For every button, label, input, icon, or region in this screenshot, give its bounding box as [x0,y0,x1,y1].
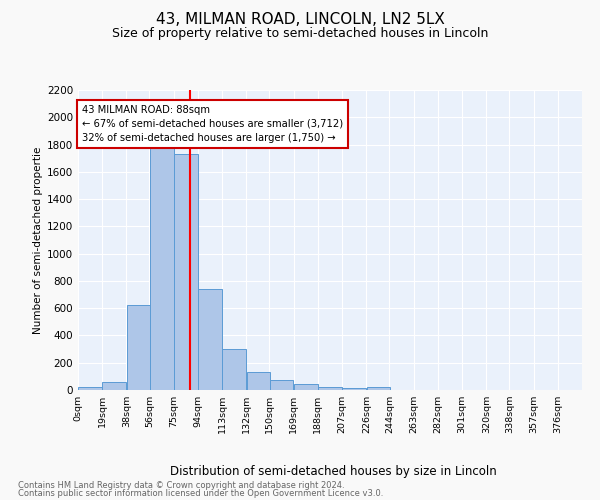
Bar [223,349,246,390]
Bar [367,388,391,390]
Bar [127,305,151,390]
Bar [318,388,342,390]
Text: Contains HM Land Registry data © Crown copyright and database right 2024.: Contains HM Land Registry data © Crown c… [18,481,344,490]
Text: 43 MILMAN ROAD: 88sqm
← 67% of semi-detached houses are smaller (3,712)
32% of s: 43 MILMAN ROAD: 88sqm ← 67% of semi-deta… [82,105,343,143]
Text: Contains public sector information licensed under the Open Government Licence v3: Contains public sector information licen… [18,488,383,498]
Bar [103,382,126,390]
Text: Distribution of semi-detached houses by size in Lincoln: Distribution of semi-detached houses by … [170,464,496,477]
Bar [198,289,222,390]
Text: Size of property relative to semi-detached houses in Lincoln: Size of property relative to semi-detach… [112,28,488,40]
Bar [343,388,366,390]
Bar [247,372,271,390]
Bar [78,388,102,390]
Bar [294,384,317,390]
Bar [149,142,173,390]
Text: 43, MILMAN ROAD, LINCOLN, LN2 5LX: 43, MILMAN ROAD, LINCOLN, LN2 5LX [155,12,445,28]
Bar [174,154,198,390]
Bar [269,380,293,390]
Y-axis label: Number of semi-detached propertie: Number of semi-detached propertie [33,146,43,334]
